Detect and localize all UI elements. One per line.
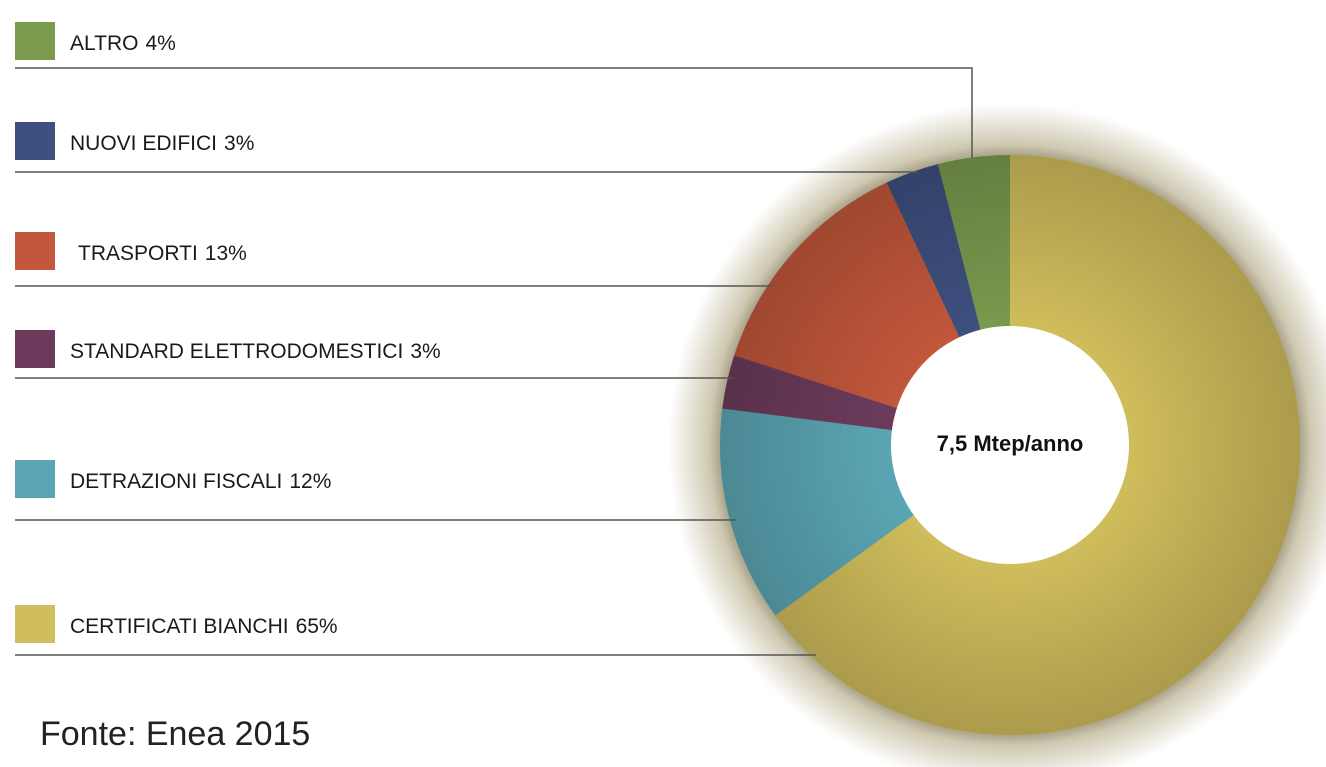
legend-label: DETRAZIONI FISCALI 12%	[70, 470, 331, 493]
legend-label: STANDARD ELETTRODOMESTICI 3%	[70, 340, 441, 363]
legend-swatch	[15, 122, 55, 160]
legend-swatch	[15, 330, 55, 368]
leader-line	[15, 67, 973, 158]
legend-name: STANDARD ELETTRODOMESTICI	[70, 340, 403, 363]
legend-name: TRASPORTI	[78, 242, 198, 265]
legend-label: ALTRO 4%	[70, 32, 176, 55]
legend-swatch	[15, 460, 55, 498]
legend: ALTRO 4% NUOVI EDIFICI 3% TRASPORTI 13% STANDA…	[15, 22, 973, 656]
legend-value: 13%	[205, 242, 247, 265]
source: Fonte: Enea 2015	[40, 715, 310, 753]
legend-name: CERTIFICATI BIANCHI	[70, 615, 289, 638]
legend-value: 4%	[145, 32, 175, 55]
legend-swatch	[15, 605, 55, 643]
legend-label: NUOVI EDIFICI 3%	[70, 132, 254, 155]
legend-name: ALTRO	[70, 32, 138, 55]
legend-label: CERTIFICATI BIANCHI 65%	[70, 615, 338, 638]
legend-value: 3%	[224, 132, 254, 155]
legend-name: NUOVI EDIFICI	[70, 132, 217, 155]
legend-value: 12%	[289, 470, 331, 493]
legend-swatch	[15, 232, 55, 270]
legend-swatch	[15, 22, 55, 60]
legend-value: 65%	[296, 615, 338, 638]
center-label: 7,5 Mtep/anno	[937, 431, 1084, 456]
legend-label: TRASPORTI 13%	[78, 242, 247, 265]
legend-name: DETRAZIONI FISCALI	[70, 470, 282, 493]
legend-value: 3%	[410, 340, 440, 363]
hole	[891, 326, 1129, 564]
